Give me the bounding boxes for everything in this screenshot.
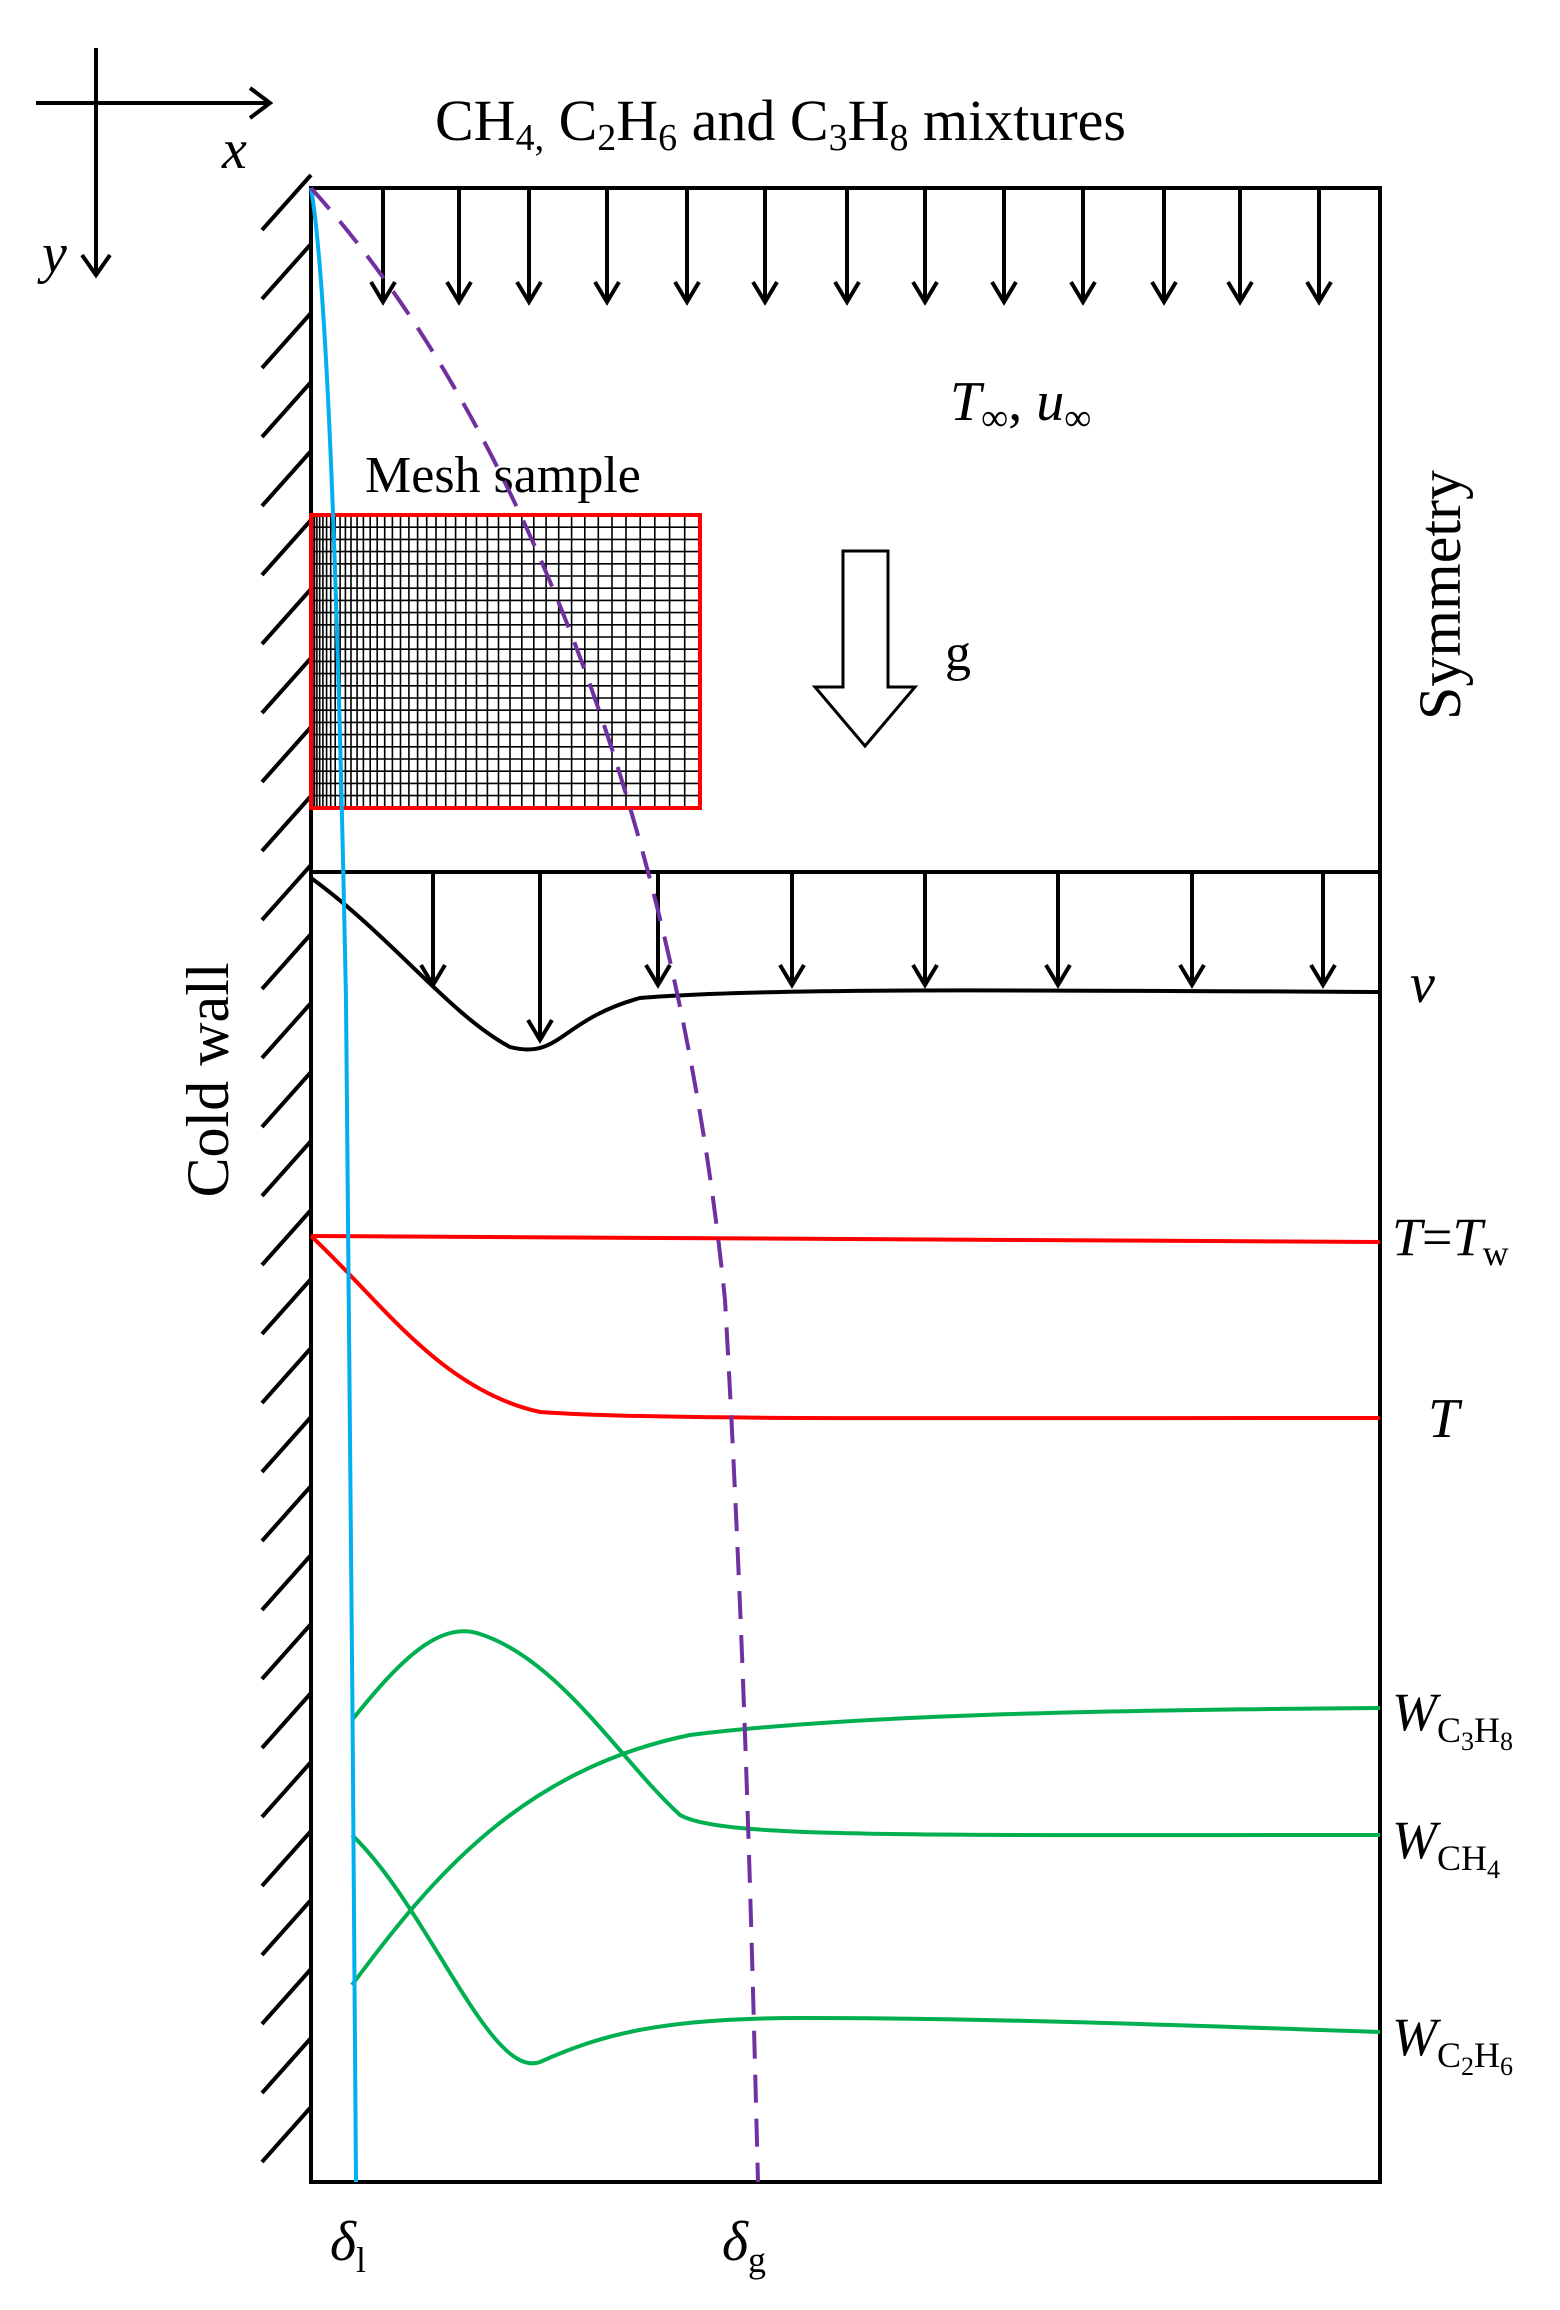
hatch-mark bbox=[260, 1553, 313, 1612]
ch4-mass-fraction-curve bbox=[350, 1629, 1381, 1838]
velocity-arrow bbox=[778, 872, 806, 989]
hatch-mark bbox=[260, 794, 313, 853]
inflow-arrow bbox=[1226, 188, 1254, 306]
hatch-mark bbox=[260, 1001, 313, 1060]
velocity-arrow bbox=[644, 872, 672, 989]
hatch-mark bbox=[260, 1415, 313, 1474]
liquid-film-boundary bbox=[309, 187, 358, 2183]
inflow-arrow bbox=[593, 188, 621, 306]
velocity-arrow bbox=[1309, 872, 1337, 989]
velocity-arrow bbox=[1178, 872, 1206, 989]
hatch-mark bbox=[260, 1760, 313, 1819]
hatch-mark bbox=[260, 1967, 313, 2026]
velocity-label: v bbox=[1410, 953, 1435, 1015]
velocity-arrow bbox=[419, 872, 447, 989]
c3h8-label: WC3H8 bbox=[1392, 1682, 1513, 1756]
inflow-arrow bbox=[911, 188, 939, 306]
hatch-mark bbox=[260, 518, 313, 577]
diagram-title: CH4, C2H6 and C3H8 mixtures bbox=[435, 88, 1126, 159]
coordinate-axes bbox=[36, 48, 274, 279]
hatch-mark bbox=[260, 1139, 313, 1198]
hatch-mark bbox=[260, 2105, 313, 2164]
hatch-mark bbox=[260, 587, 313, 646]
velocity-arrow bbox=[911, 872, 939, 989]
velocity-arrow bbox=[1044, 872, 1072, 989]
gas-boundary-layer bbox=[309, 186, 760, 2183]
inflow-arrow bbox=[515, 188, 543, 306]
gas-layer-thickness-label: δg bbox=[722, 2211, 766, 2280]
cold-wall-label: Cold wall bbox=[175, 963, 241, 1198]
hatch-mark bbox=[260, 1346, 313, 1405]
velocity-arrow bbox=[526, 872, 554, 1044]
mesh-grid bbox=[310, 514, 701, 809]
mesh-sample-label: Mesh sample bbox=[365, 447, 641, 504]
lower-domain-box bbox=[309, 870, 1382, 2184]
inflow-arrow bbox=[1305, 188, 1333, 306]
inflow-arrows bbox=[369, 188, 1333, 306]
hatch-mark bbox=[260, 449, 313, 508]
inflow-arrow bbox=[673, 188, 701, 306]
symmetry-label: Symmetry bbox=[1407, 470, 1473, 720]
hatch-mark bbox=[260, 1070, 313, 1129]
hatch-mark bbox=[260, 725, 313, 784]
hatch-mark bbox=[260, 1484, 313, 1543]
mesh-sample-border bbox=[309, 513, 702, 810]
inflow-arrow bbox=[1069, 188, 1097, 306]
temperature-label: T bbox=[1428, 1388, 1463, 1450]
inflow-arrow bbox=[751, 188, 779, 306]
hatch-mark bbox=[260, 932, 313, 991]
c3h8-mass-fraction-curve bbox=[350, 1706, 1381, 1987]
velocity-arrows bbox=[419, 872, 1337, 1044]
inflow-arrow bbox=[990, 188, 1018, 306]
liquid-film-thickness-label: δl bbox=[330, 2211, 366, 2280]
hatch-mark bbox=[260, 863, 313, 922]
hatch-mark bbox=[260, 1691, 313, 1750]
hatch-mark bbox=[260, 2036, 313, 2095]
gravity-label: g bbox=[945, 625, 971, 682]
inflow-arrow bbox=[369, 188, 397, 306]
inflow-arrow bbox=[445, 188, 473, 306]
hatch-mark bbox=[260, 656, 313, 715]
hatch-mark bbox=[260, 1277, 313, 1336]
c2h6-label: WC2H6 bbox=[1392, 2007, 1513, 2081]
x-axis-label: x bbox=[221, 119, 247, 181]
hatch-mark bbox=[260, 1829, 313, 1888]
hatch-mark bbox=[260, 1208, 313, 1267]
inflow-arrow bbox=[833, 188, 861, 306]
wall-temperature-line bbox=[310, 1234, 1381, 1244]
temperature-profile-curve bbox=[309, 1234, 1381, 1421]
y-axis-label: y bbox=[37, 223, 67, 285]
wall-temperature-label: T=Tw bbox=[1392, 1207, 1509, 1273]
freestream-label: T∞, u∞ bbox=[950, 371, 1091, 439]
velocity-profile-curve bbox=[309, 876, 1381, 1052]
hatch-mark bbox=[260, 311, 313, 370]
hatch-mark bbox=[260, 1898, 313, 1957]
hatch-mark bbox=[260, 242, 313, 301]
hatch-mark bbox=[260, 173, 313, 232]
c2h6-mass-fraction-curve bbox=[350, 1833, 1381, 2066]
hatch-mark bbox=[260, 380, 313, 439]
ch4-label: WCH4 bbox=[1392, 1810, 1500, 1884]
hatch-mark bbox=[260, 1622, 313, 1681]
gravity-arrow bbox=[811, 549, 919, 749]
inflow-arrow bbox=[1150, 188, 1178, 306]
wall-hatching bbox=[260, 173, 313, 2164]
